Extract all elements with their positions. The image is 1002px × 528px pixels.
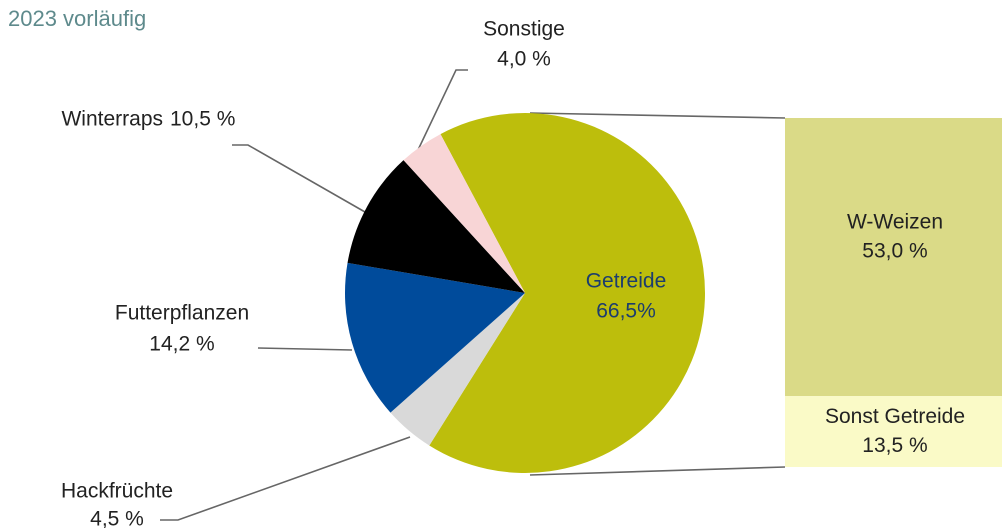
slice-label: Sonstige [483,18,565,41]
slice-value: 10,5 % [170,108,235,131]
bar-segment [785,118,1002,397]
segment-label: W-Weizen [847,211,943,234]
slice-value: 14,2 % [149,333,214,356]
pie-slice [403,134,525,293]
leader-line [417,69,468,151]
leader-line [232,144,366,213]
slice-label: Hackfrüchte [61,480,173,503]
slice-value: 4,0 % [497,48,551,71]
slice-value: 4,5 % [90,508,144,528]
pie-slice [390,293,525,446]
segment-label: Sonst Getreide [825,405,965,428]
slice-label: Winterraps [61,108,163,131]
segment-value: 13,5 % [862,434,927,457]
slice-label: Futterpflanzen [115,302,249,325]
connector-line [529,466,786,476]
chart-title: 2023 vorläufig [8,6,146,31]
pie-slice [429,112,705,473]
leader-line [160,436,411,521]
slice-label: Getreide [586,270,667,293]
connector-line [529,112,786,119]
bar-segment [785,396,1002,467]
leader-line [257,347,353,351]
pie-slice [345,262,525,413]
segment-value: 53,0 % [862,240,927,263]
pie-slice [347,160,525,293]
slice-value: 66,5% [596,300,656,323]
